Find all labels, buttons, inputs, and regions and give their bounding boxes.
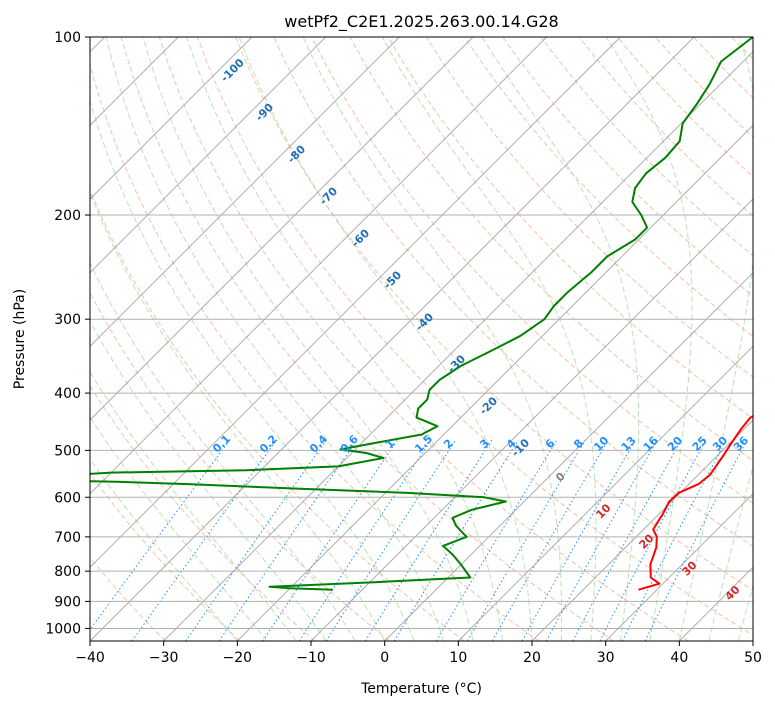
moist-adiabat-line [90,416,268,641]
plot-background [90,37,753,641]
dry-adiabat-line [158,37,689,641]
isotherm-line [752,640,753,641]
y-tick-label: 300 [54,312,81,328]
dry-adiabat-line [502,37,753,297]
moist-adiabat-line [90,458,238,641]
chart-title: wetPf2_C2E1.2025.263.00.14.G28 [284,12,558,32]
isobar-grid [90,37,753,641]
mixing-ratio-line [364,439,493,641]
dry-adiabat-line [349,37,753,462]
isotherm-line [531,419,753,641]
isotherm-line [90,37,400,348]
y-axis-title: Pressure (hPa) [12,289,28,389]
x-tick-label: −20 [223,650,253,666]
mixing-ratio-line [90,439,231,631]
mixing-ratio-line [521,439,636,641]
y-tick-label: 600 [54,490,81,506]
mixing-ratio-line [491,439,609,641]
mixing-ratio-line [185,439,327,641]
dry-adiabat-line [90,472,241,641]
x-tick-label: 10 [449,650,467,666]
y-tick-label: 1000 [45,621,81,637]
x-tick-label: 20 [523,650,541,666]
mixing-ratio-line [262,439,399,641]
y-tick-label: 200 [54,208,81,224]
x-tick-label: −10 [296,650,326,666]
isotherm-line [605,492,753,641]
y-tick-label: 700 [54,530,81,546]
dry-adiabat-line [90,556,166,641]
moist-adiabat-line [142,37,474,641]
isotherm-line [384,271,753,641]
isotherm-line [90,37,621,569]
dewpoint-profile-line [90,37,753,591]
y-tick-label: 900 [54,594,81,610]
axes: −40 −30 −20 −10 0 10 20 30 40 50 100 200 300 400 500 60… [45,30,762,666]
x-axis-title: Temperature (°C) [360,681,482,697]
moist-adiabat-line [302,37,563,641]
dry-adiabat-line [235,37,753,591]
x-tick-label: −30 [149,650,179,666]
y-tick-label: 100 [54,30,81,46]
dry-adiabat-line [197,37,753,636]
moist-adiabat-line [238,37,533,641]
mixing-ratio-line [545,439,658,641]
dry-adiabat-line [273,37,753,547]
isotherm-line [90,37,474,421]
dry-adiabat-line [770,37,775,641]
x-tick-label: −40 [75,650,105,666]
isotherm-line [163,50,753,641]
isotherm-line [90,37,253,200]
plot-frame [89,36,754,642]
x-tick-label: 50 [744,650,762,666]
x-tick-label: 40 [670,650,688,666]
dry-adiabat-line [90,384,316,641]
mixing-ratio-line [467,439,586,641]
moist-adiabat-line [605,37,693,641]
mixing-ratio-line [644,439,748,641]
isotherm-line [310,198,753,641]
mixing-ratio-line [218,439,358,641]
isotherm-line [457,345,753,641]
x-tick-label: 0 [380,650,389,666]
x-tick-label: 30 [597,650,615,666]
mixing-ratio-line [325,439,457,641]
dry-adiabat-line [90,188,465,641]
isotherm-line [90,37,548,495]
dry-adiabat-line [425,37,753,378]
isotherm-line [236,124,753,641]
moist-adiabat-line [90,191,386,641]
y-tick-label: 500 [54,443,81,459]
isotherm-line [90,37,327,274]
y-tick-label: 400 [54,386,81,402]
moist-adiabat-line [105,37,445,641]
mixing-ratio-line [435,439,558,641]
temperature-profile-line [638,414,753,591]
dry-adiabat-line [90,62,540,641]
isotherm-line [90,37,695,641]
moist-adiabat-line [678,37,753,641]
moist-adiabat-line [481,37,640,641]
mixing-ratio-line [298,439,432,641]
dry-adiabat-line [120,37,614,641]
profile-lines [90,37,753,591]
moist-adiabat-line [90,370,297,641]
y-tick-label: 800 [54,564,81,580]
moist-adiabat-line [381,37,597,641]
